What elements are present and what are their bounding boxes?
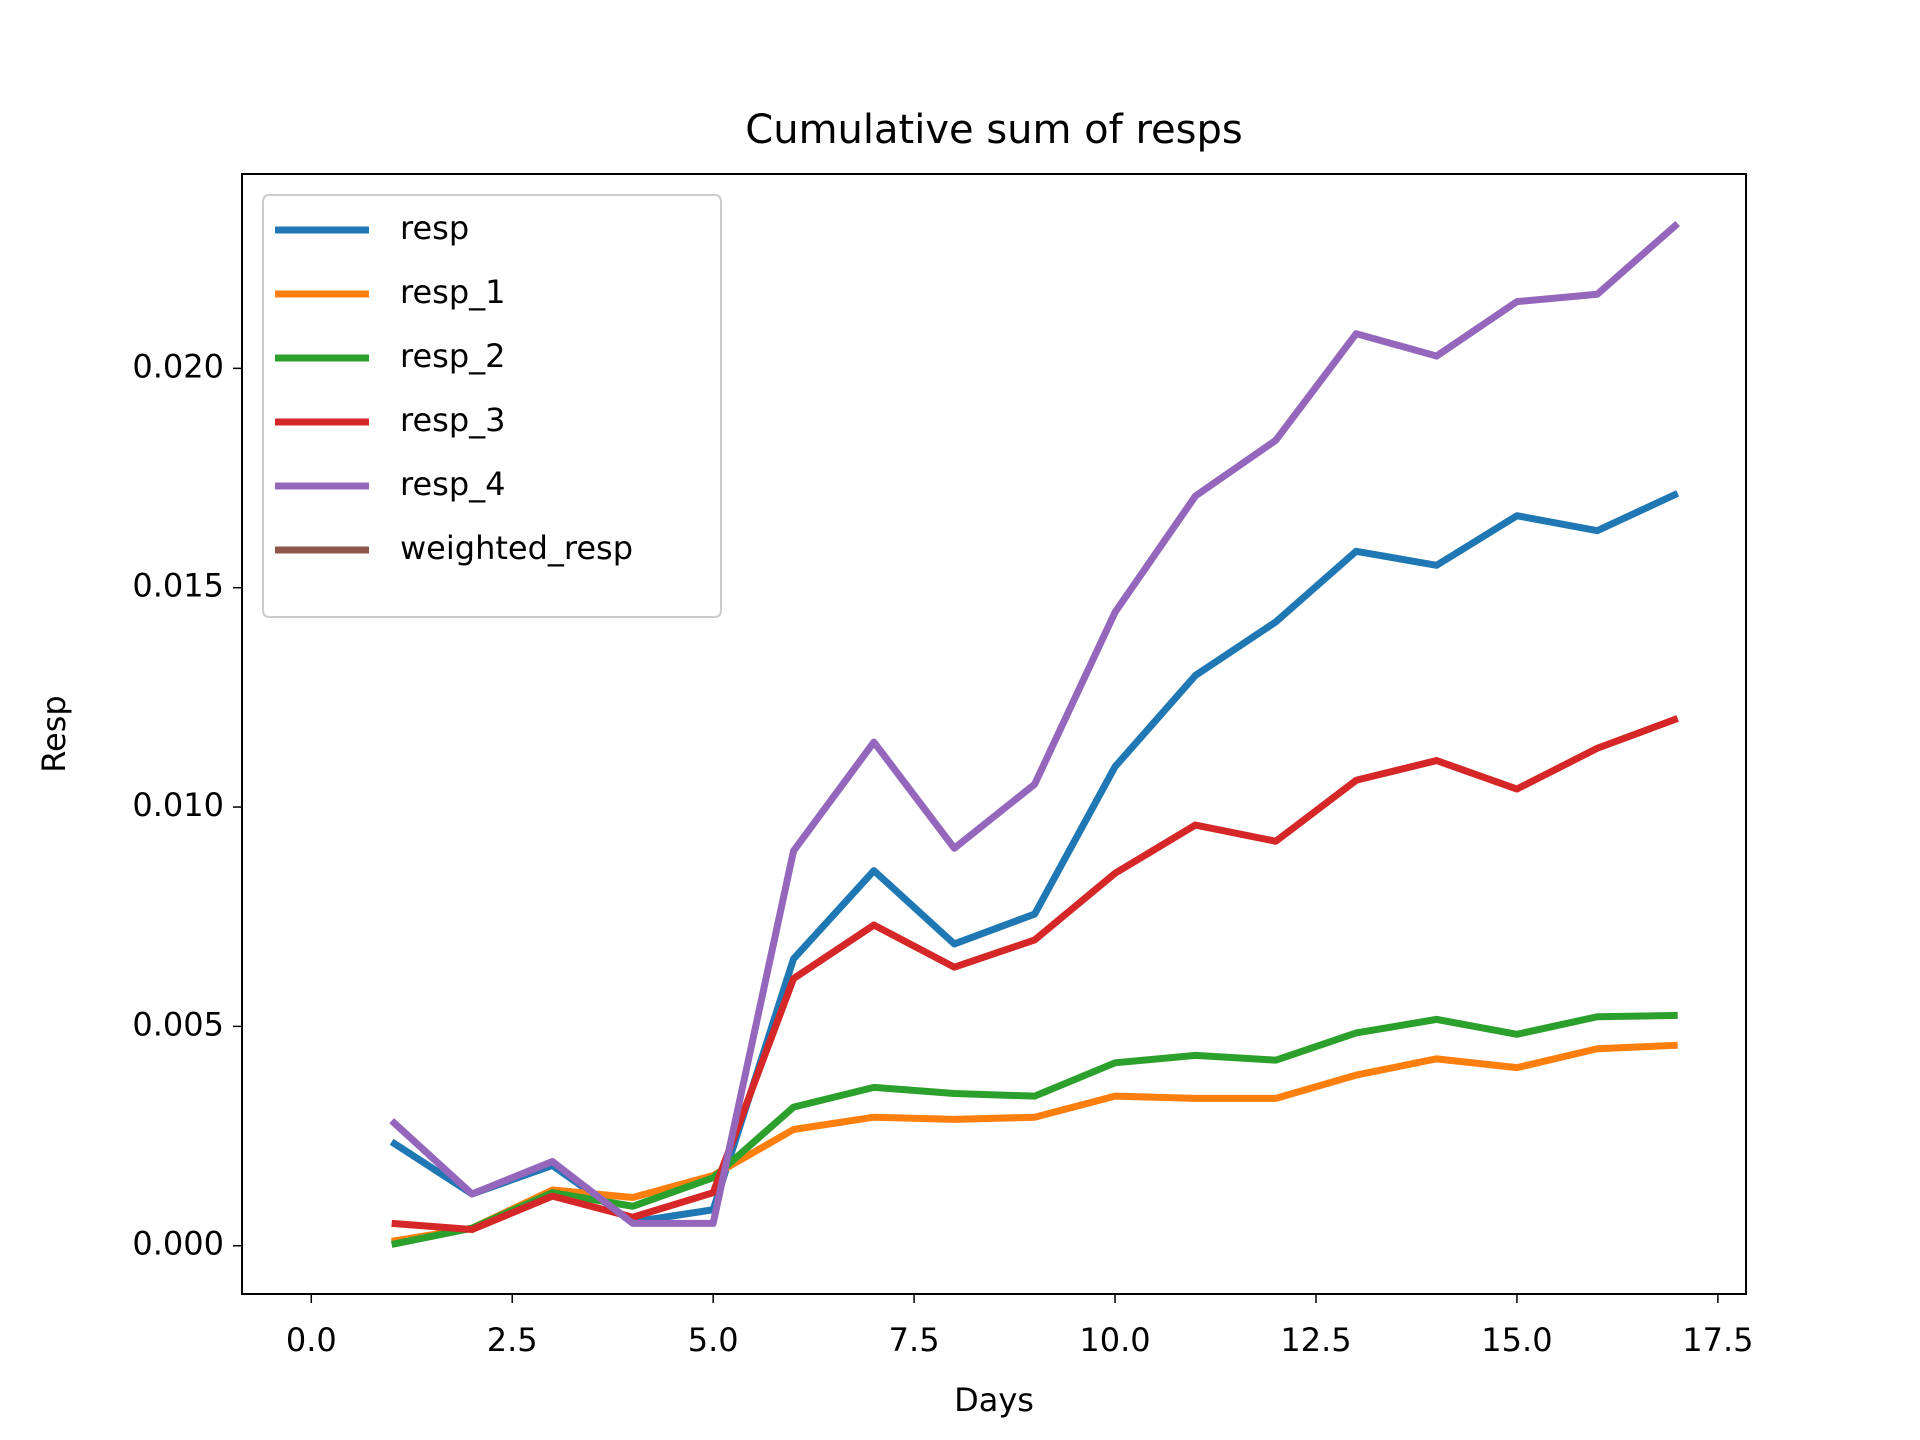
y-tick-label: 0.000 xyxy=(132,1225,224,1263)
series-line xyxy=(391,1041,1678,1245)
x-tick-label: 15.0 xyxy=(1481,1321,1552,1359)
legend-label: resp_4 xyxy=(400,465,505,503)
plot-frame xyxy=(241,173,1747,1295)
y-tick-label: 0.005 xyxy=(132,1005,224,1043)
legend-label: resp_1 xyxy=(400,273,505,311)
x-tick-label: 0.0 xyxy=(286,1321,337,1359)
chart-title: Cumulative sum of resps xyxy=(745,107,1242,153)
x-tick-label: 10.0 xyxy=(1079,1321,1150,1359)
x-tick-label: 5.0 xyxy=(688,1321,739,1359)
series-line xyxy=(389,220,1680,1227)
y-tick-label: 0.020 xyxy=(132,347,224,385)
y-tick-label: 0.010 xyxy=(132,786,224,824)
x-tick-label: 7.5 xyxy=(889,1321,940,1359)
series-line xyxy=(391,715,1679,1234)
y-axis-label: Resp xyxy=(35,695,73,772)
legend-box xyxy=(262,194,722,618)
legend-label: resp xyxy=(400,209,469,247)
x-axis-label: Days xyxy=(954,1381,1034,1419)
x-tick-label: 17.5 xyxy=(1682,1321,1753,1359)
y-tick-label: 0.015 xyxy=(132,567,224,605)
legend-label: resp_2 xyxy=(400,337,505,375)
x-tick-label: 2.5 xyxy=(487,1321,538,1359)
x-tick-label: 12.5 xyxy=(1280,1321,1351,1359)
legend-label: weighted_resp xyxy=(400,529,633,567)
series-line xyxy=(390,1011,1678,1248)
legend-label: resp_3 xyxy=(400,401,505,439)
